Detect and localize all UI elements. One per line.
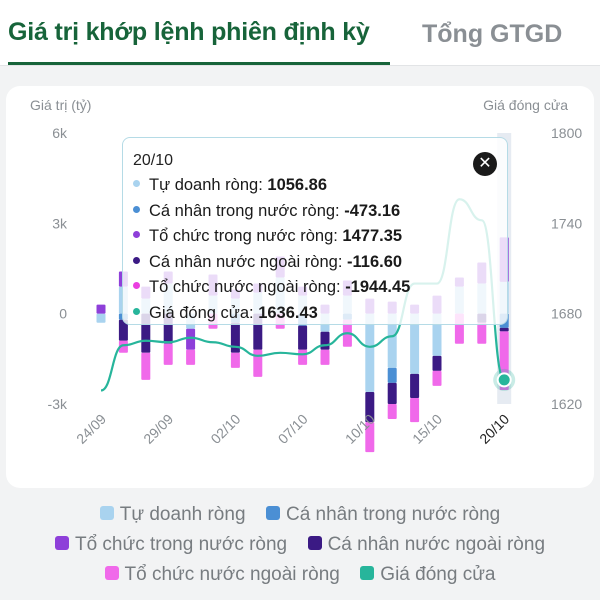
tooltip-value: -116.60 <box>347 252 403 271</box>
tooltip-dot <box>133 180 140 188</box>
tooltip-value: -473.16 <box>344 201 401 220</box>
y2-tick-label: 1620 <box>551 396 582 412</box>
bar-segment <box>298 325 308 350</box>
tooltip-label: Tổ chức nước ngoài ròng: <box>149 278 341 296</box>
bar-segment <box>477 322 487 344</box>
bar-segment <box>387 367 397 383</box>
tooltip-value: 1636.43 <box>258 303 318 322</box>
tab-total-value[interactable]: Tổng GTGD <box>422 20 563 48</box>
legend-row-2: Tổ chức trong nước ròng Cá nhân nước ngo… <box>0 534 600 556</box>
legend-row-1: Tự doanh ròng Cá nhân trong nước ròng <box>0 504 600 526</box>
tooltip-value: -1944.45 <box>345 278 411 296</box>
active-tab-indicator <box>8 62 390 65</box>
bar-segment <box>141 352 151 380</box>
y-axis-title: Giá trị (tỷ) <box>30 97 91 113</box>
tooltip-row: Giá đóng cửa: 1636.43 <box>133 304 318 326</box>
tooltip-label: Cá nhân nước ngoài ròng: <box>149 252 343 271</box>
legend-label: Giá đóng cửa <box>380 564 496 585</box>
y2-tick-label: 1680 <box>551 306 582 322</box>
y-tick-label: 0 <box>59 306 67 322</box>
legend-label: Tổ chức nước ngoài ròng <box>124 564 340 585</box>
legend-row-3: Tổ chức nước ngoài ròng Giá đóng cửa <box>0 564 600 586</box>
tooltip-value: 1056.86 <box>267 176 328 194</box>
legend-swatch <box>360 565 375 580</box>
legend-item-foreign-institution[interactable]: Tổ chức nước ngoài ròng <box>104 564 340 586</box>
legend-item-proprietary[interactable]: Tự doanh ròng <box>99 504 246 526</box>
tooltip-dot <box>133 282 140 290</box>
bar-segment <box>230 322 240 353</box>
bar-segment <box>387 382 397 404</box>
legend-label: Cá nhân trong nước ròng <box>285 504 501 525</box>
tooltip-label: Tự doanh ròng: <box>149 176 263 194</box>
legend-label: Tổ chức trong nước ròng <box>74 534 288 555</box>
bar-segment <box>230 352 240 368</box>
legend-item-foreign-individual[interactable]: Cá nhân nước ngoài ròng <box>307 534 546 556</box>
x-tick-label: 20/10 <box>476 411 512 447</box>
chart-legend: Tự doanh ròng Cá nhân trong nước ròng Tổ… <box>0 498 600 598</box>
legend-swatch <box>265 505 280 520</box>
y-tick-label: -3k <box>48 396 68 412</box>
bar-segment <box>186 349 196 365</box>
bar-segment <box>499 327 509 332</box>
tooltip-label: Cá nhân trong nước ròng: <box>149 201 340 220</box>
y2-tick-label: 1740 <box>551 215 582 231</box>
tooltip-dot <box>133 205 140 213</box>
tabs-divider <box>0 65 600 66</box>
x-tick-label: 07/10 <box>275 411 311 447</box>
legend-swatch <box>54 535 69 550</box>
bar-segment <box>365 422 375 453</box>
bar-segment <box>320 331 330 350</box>
legend-label: Tự doanh ròng <box>119 504 246 525</box>
tooltip-row: Tổ chức trong nước ròng: 1477.35 <box>133 227 402 249</box>
bar-segment <box>186 328 196 350</box>
tooltip-dot <box>133 307 140 315</box>
tooltip-row: Tự doanh ròng: 1056.86 <box>133 176 327 198</box>
tooltip-label: Tổ chức trong nước ròng: <box>149 227 338 245</box>
legend-item-domestic-institution[interactable]: Tổ chức trong nước ròng <box>54 534 288 556</box>
bar-segment <box>410 373 420 398</box>
bar-segment <box>387 313 397 368</box>
price-point <box>496 372 512 388</box>
close-icon[interactable]: ✕ <box>473 152 497 176</box>
bar-segment <box>253 349 263 377</box>
bar-segment <box>96 313 106 323</box>
tooltip-row: Tổ chức nước ngoài ròng: -1944.45 <box>133 278 410 300</box>
tab-matched-value[interactable]: Giá trị khớp lệnh phiên định kỳ <box>8 18 370 46</box>
tooltip-label: Giá đóng cửa: <box>149 303 254 322</box>
bar-segment <box>118 340 128 353</box>
legend-label: Cá nhân nước ngoài ròng <box>327 534 546 555</box>
legend-item-domestic-individual[interactable]: Cá nhân trong nước ròng <box>265 504 501 526</box>
chart-tooltip: 20/10 ✕ Tự doanh ròng: 1056.86 Cá nhân tr… <box>122 137 508 325</box>
x-tick-label: 29/09 <box>140 411 176 447</box>
bar-segment <box>96 304 106 314</box>
legend-swatch <box>307 535 322 550</box>
legend-swatch <box>104 565 119 580</box>
bar-segment <box>118 319 128 341</box>
y2-tick-label: 1800 <box>551 125 582 141</box>
bar-segment <box>432 355 442 371</box>
tooltip-row: Cá nhân nước ngoài ròng: -116.60 <box>133 253 402 275</box>
bar-segment <box>410 313 420 374</box>
legend-item-closing-price[interactable]: Giá đóng cửa <box>360 564 495 586</box>
bar-segment <box>365 313 375 392</box>
x-tick-label: 02/10 <box>207 411 243 447</box>
bar-segment <box>365 391 375 423</box>
tab-bar: Giá trị khớp lệnh phiên định kỳ Tổng GTG… <box>0 0 600 66</box>
bar-segment <box>320 349 330 365</box>
y-tick-label: 3k <box>52 215 68 231</box>
tooltip-row: Cá nhân trong nước ròng: -473.16 <box>133 202 400 224</box>
bar-segment <box>387 404 397 420</box>
y-tick-label: 6k <box>52 125 68 141</box>
bar-segment <box>163 343 173 365</box>
tooltip-dot <box>133 256 140 264</box>
x-tick-label: 24/09 <box>73 411 109 447</box>
tooltip-dot <box>133 231 140 239</box>
tooltip-value: 1477.35 <box>342 227 403 245</box>
y2-axis-title: Giá đóng cửa <box>483 97 568 113</box>
bar-segment <box>410 397 420 423</box>
bar-segment <box>298 349 308 365</box>
tooltip-date: 20/10 <box>133 152 174 169</box>
legend-swatch <box>99 505 114 520</box>
bar-segment <box>432 370 442 386</box>
